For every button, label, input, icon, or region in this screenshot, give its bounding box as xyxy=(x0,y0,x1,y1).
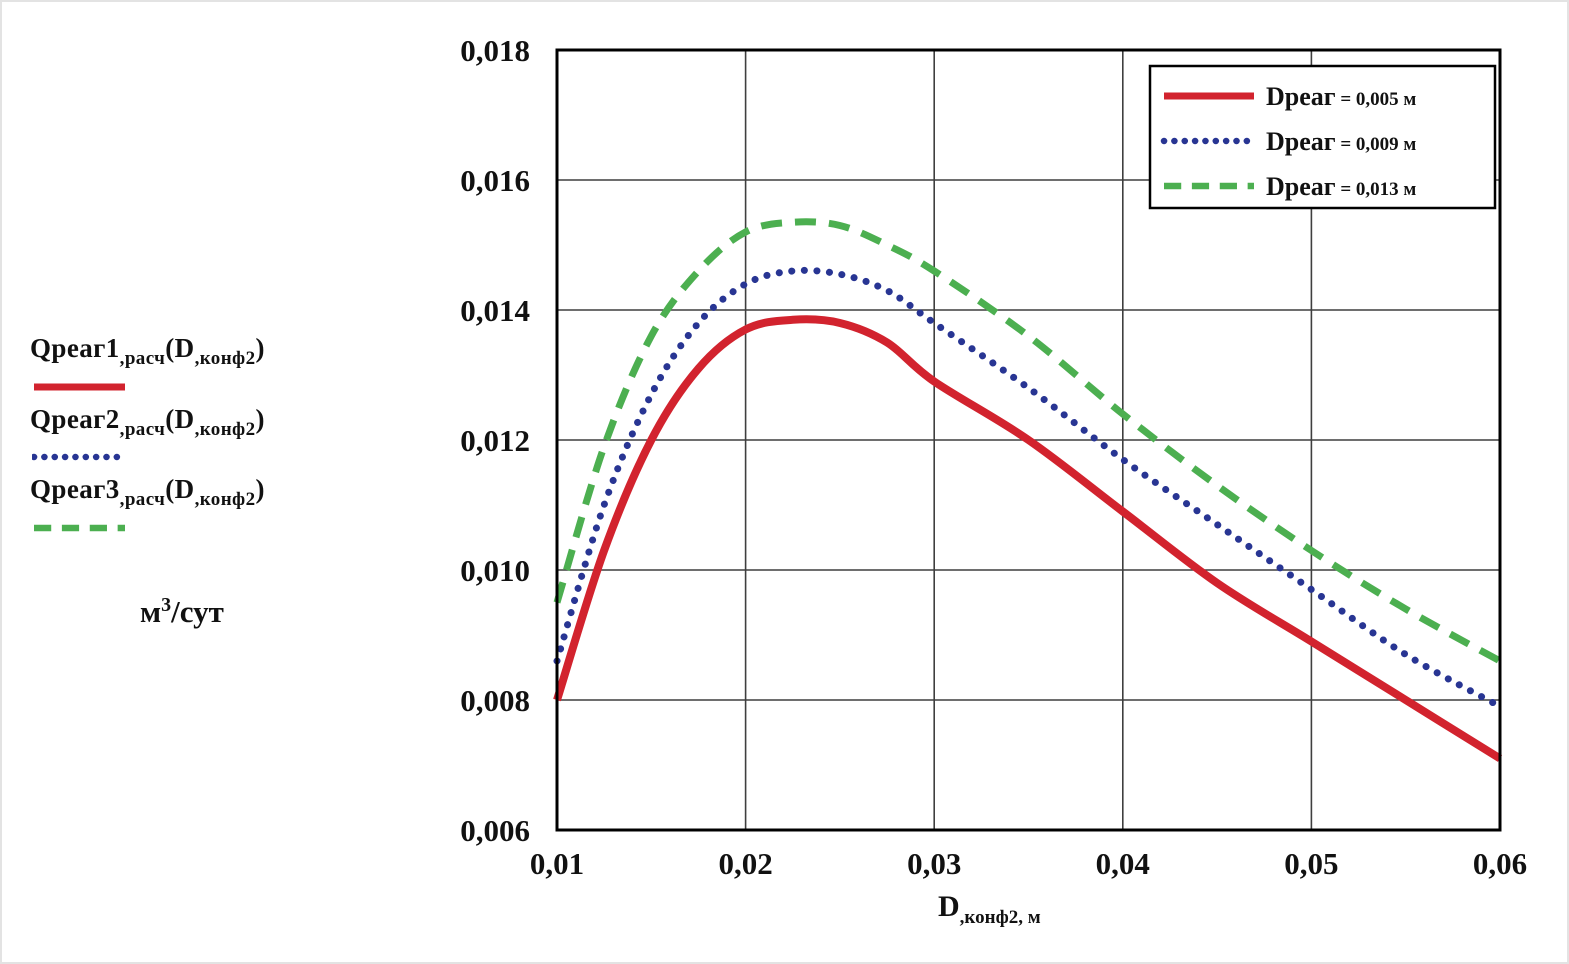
series-3-line-sample xyxy=(34,524,125,532)
label-text: (D xyxy=(165,404,195,434)
label-subscript: ,конф2 xyxy=(194,489,256,510)
y-tick-label: 0,006 xyxy=(460,813,530,848)
label-text: ) xyxy=(255,404,265,434)
label-text: Qреаг1 xyxy=(30,333,120,363)
label-subscript: ,расч xyxy=(119,348,166,369)
series-2-curve xyxy=(553,266,1504,710)
legend: Dреаг = 0,005 м Dреаг = 0,009 м Dреаг = 0,… xyxy=(1148,64,1497,210)
x-tick-label: 0,02 xyxy=(718,846,772,881)
series-3-name-label: Qреаг3,расч(D,конф2) xyxy=(30,474,265,511)
label-text: (D xyxy=(165,333,195,363)
label-subscript: ,расч xyxy=(119,489,166,510)
legend-entry-label: Dреаг = 0,005 м xyxy=(1266,82,1416,111)
x-axis-label: D,конф2, м xyxy=(938,890,1041,929)
x-tick-label: 0,04 xyxy=(1096,846,1150,881)
label-text: ) xyxy=(255,474,265,504)
x-tick-label: 0,06 xyxy=(1473,846,1527,881)
x-tick-label: 0,03 xyxy=(907,846,961,881)
x-tick-label: 0,05 xyxy=(1284,846,1338,881)
series-1-curve xyxy=(553,315,1503,762)
series-1-line-sample xyxy=(34,383,125,391)
label-subscript: ,расч xyxy=(119,419,166,440)
series-3-curve xyxy=(553,218,1502,665)
x-tick-label: 0,01 xyxy=(530,846,584,881)
plot-border xyxy=(555,48,1502,832)
y-tick-label: 0,012 xyxy=(460,423,530,458)
series-2-name-label: Qреаг2,расч(D,конф2) xyxy=(30,404,265,441)
label-text: ) xyxy=(255,333,265,363)
label-subscript: ,конф2 xyxy=(194,348,256,369)
series-1-name-label: Qреаг1,расч(D,конф2) xyxy=(30,333,265,370)
series-2-line-sample xyxy=(32,453,128,461)
y-tick-label: 0,008 xyxy=(460,683,530,718)
y-tick-label: 0,016 xyxy=(460,163,530,198)
label-text: Qреаг2 xyxy=(30,404,120,434)
y-tick-label: 0,018 xyxy=(460,33,530,68)
label-subscript: ,конф2 xyxy=(194,419,256,440)
label-text: м xyxy=(140,594,162,629)
y-axis-unit-label: м3/сут xyxy=(140,594,224,630)
y-tick-label: 0,010 xyxy=(460,553,530,588)
label-text: (D xyxy=(165,474,195,504)
legend-entry-label: Dреаг = 0,009 м xyxy=(1266,127,1416,156)
tick-labels: 0,006 0,008 0,010 0,012 0,014 0,016 0,018 0,01 0… xyxy=(460,33,1527,881)
label-text: Qреаг3 xyxy=(30,474,120,504)
label-subscript: ,конф2, м xyxy=(959,907,1041,928)
legend-entry-label: Dреаг = 0,013 м xyxy=(1266,172,1416,201)
label-text: D xyxy=(938,890,960,923)
y-tick-label: 0,014 xyxy=(460,293,530,328)
label-text: /сут xyxy=(171,594,224,629)
label-superscript: 3 xyxy=(161,594,172,616)
